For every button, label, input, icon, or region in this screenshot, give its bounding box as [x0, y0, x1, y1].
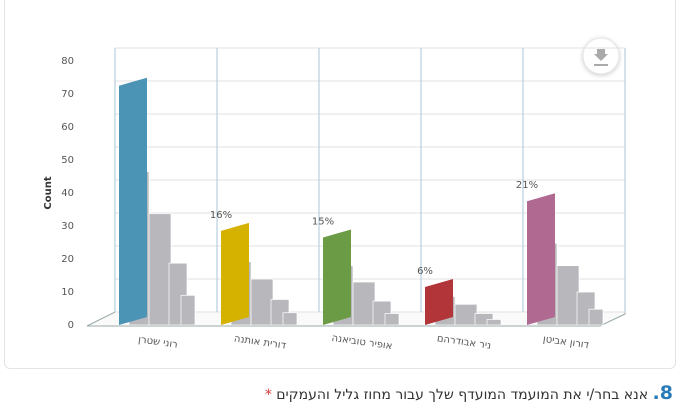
required-mark: *	[264, 387, 272, 403]
shadow-block	[556, 265, 580, 326]
bar	[221, 222, 249, 325]
y-tick-label: 80	[61, 56, 74, 67]
shadow-block	[352, 281, 376, 326]
question-number: 8.	[652, 382, 673, 404]
y-tick-label: 0	[68, 320, 74, 331]
x-tick-label: ניר אבודרהם	[436, 333, 492, 351]
x-tick-label: רוני שטרן	[137, 334, 178, 350]
shadow-block	[384, 313, 400, 326]
shadow-block	[148, 213, 172, 326]
shadow-block	[250, 278, 274, 326]
bar	[527, 193, 555, 325]
bar	[425, 279, 453, 325]
download-button[interactable]	[582, 37, 620, 75]
question: 8. אנא בחר/י את המועמד המועדף שלך עבור מ…	[265, 382, 673, 404]
question-text: אנא בחר/י את המועמד המועדף שלך עבור מחוז…	[276, 387, 649, 403]
y-tick-label: 10	[61, 287, 74, 298]
y-tick-label: 30	[61, 221, 74, 232]
chart: Count 0 10 20 30 40 50 60 70 80 רוני שטרן דורית או…	[43, 37, 626, 352]
x-tick-label: דורון אביטן	[542, 334, 590, 351]
x-tick-label: אופיר טוביאנה	[331, 333, 393, 352]
y-tick-label: 50	[61, 155, 74, 166]
x-tick-label: דורית אותנה	[233, 333, 287, 351]
value-label: 21%	[516, 180, 538, 191]
value-label: 6%	[417, 266, 433, 277]
shadow-block	[486, 319, 502, 326]
shadow-block	[588, 308, 604, 326]
y-tick-label: 40	[61, 188, 74, 199]
y-tick-label: 60	[61, 122, 74, 133]
bar	[119, 77, 147, 325]
shadow-block	[180, 294, 196, 326]
y-axis-label: Count	[43, 176, 54, 209]
shadow-block	[282, 312, 298, 326]
bar	[323, 229, 351, 325]
chart-card	[4, 0, 676, 369]
y-tick-label: 70	[61, 89, 74, 100]
value-label: 15%	[312, 217, 334, 228]
value-label: 16%	[210, 210, 232, 221]
shadow-block	[454, 303, 478, 326]
y-tick-label: 20	[61, 254, 74, 265]
